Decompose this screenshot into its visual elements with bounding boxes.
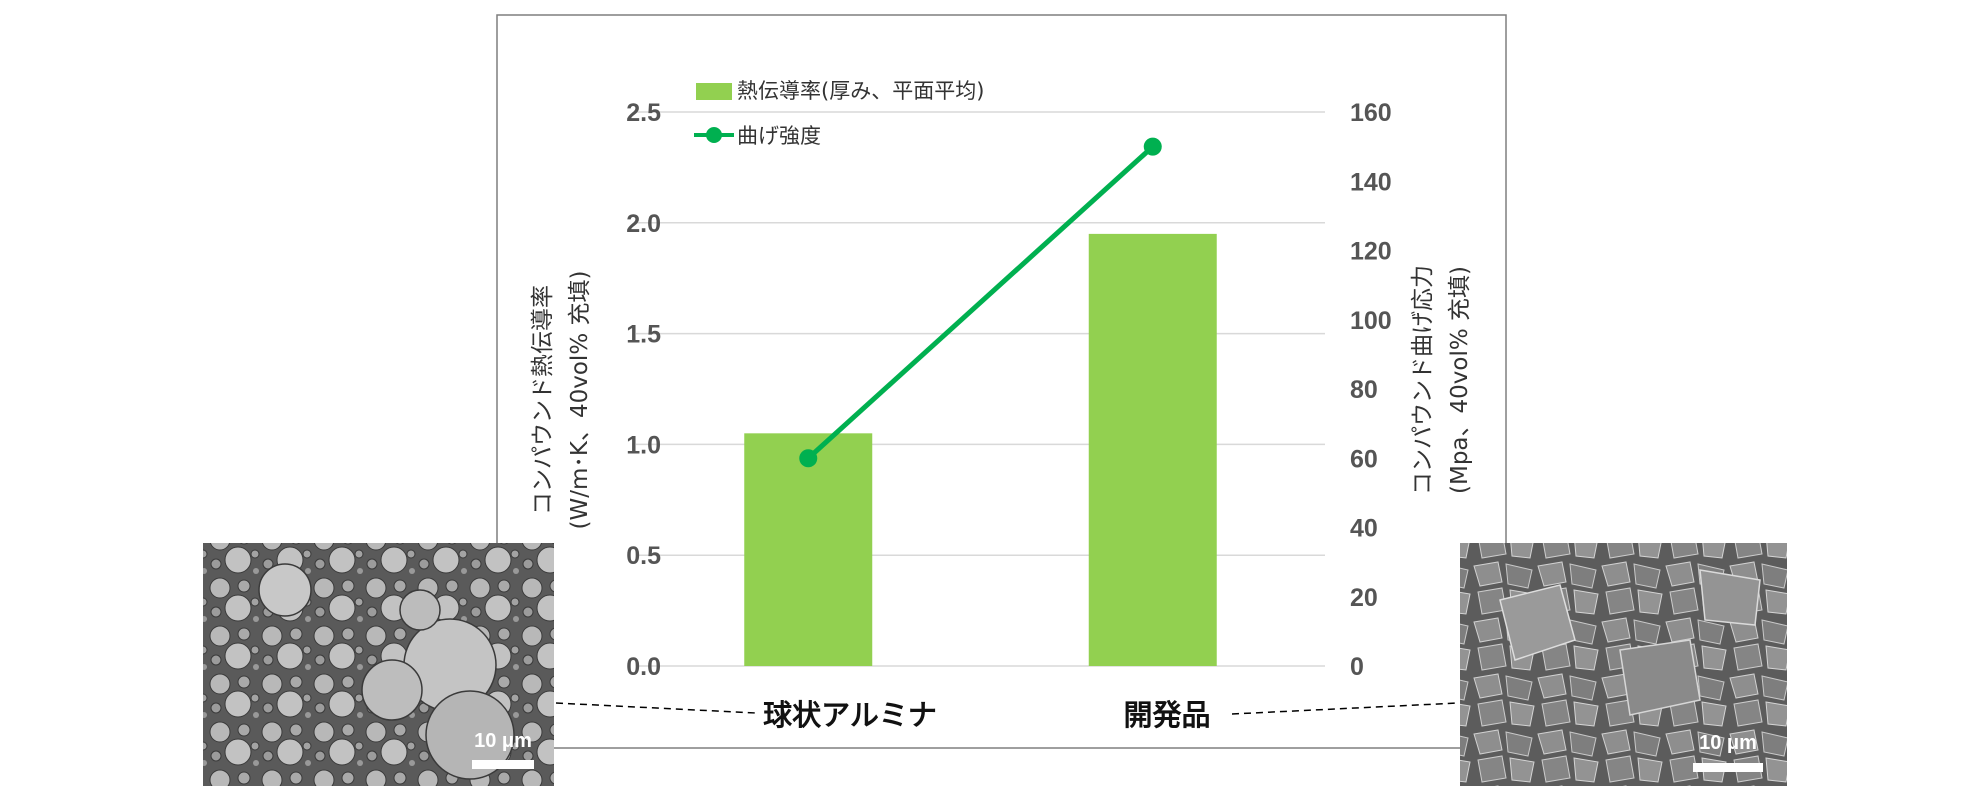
line-point <box>799 449 818 468</box>
right-tick-label: 60 <box>1350 445 1378 473</box>
bar <box>744 433 873 666</box>
left-tick-label: 2.5 <box>626 99 661 127</box>
left-tick-label: 1.5 <box>626 321 661 349</box>
bar <box>1088 233 1217 666</box>
bar-series <box>744 233 1217 666</box>
right-tick-label: 20 <box>1350 584 1378 612</box>
left-axis-title-line2: (W/m･K、40vol% 充填) <box>567 271 593 530</box>
category-label-developed-product: 開発品 <box>1123 698 1210 732</box>
left-tick-label: 1.0 <box>626 431 661 459</box>
sem-image-spherical-alumina: 10 μm <box>203 543 554 786</box>
leader-line-right <box>1231 702 1459 715</box>
left-tick-label: 0.5 <box>626 542 661 570</box>
sem-image-developed-product: 10 μm <box>1460 543 1787 786</box>
right-tick-label: 40 <box>1350 515 1378 543</box>
right-tick-label: 0 <box>1350 653 1364 681</box>
chart-frame <box>496 14 1507 749</box>
scale-bar-right <box>1693 763 1763 772</box>
left-axis-title: コンパウンド熱伝導率 (W/m･K、40vol% 充填) <box>530 271 593 530</box>
right-axis-title-line2: (Mpa、40vol% 充填) <box>1447 266 1473 494</box>
right-tick-label: 160 <box>1350 99 1392 127</box>
right-axis-ticks: 0 20 40 60 80 100 120 140 160 <box>1350 99 1392 681</box>
legend: 熱伝導率(厚み、平面平均) 曲げ強度 <box>694 79 984 148</box>
left-tick-label: 0.0 <box>626 653 661 681</box>
leader-line-left <box>555 702 757 714</box>
right-axis-title: コンパウンド曲げ応力 (Mpa、40vol% 充填) <box>1410 265 1473 495</box>
scale-label-right: 10 μm <box>1699 732 1757 754</box>
line-path <box>806 144 1155 461</box>
legend-bar-swatch <box>696 83 732 100</box>
category-label-spherical-alumina: 球状アルミナ <box>763 698 937 732</box>
right-tick-label: 100 <box>1350 307 1392 335</box>
left-axis-ticks: 0.0 0.5 1.0 1.5 2.0 2.5 <box>626 99 661 681</box>
right-tick-label: 120 <box>1350 238 1392 266</box>
left-axis-title-line1: コンパウンド熱伝導率 <box>530 285 556 515</box>
right-tick-label: 140 <box>1350 168 1392 196</box>
left-tick-label: 2.0 <box>626 210 661 238</box>
right-tick-label: 80 <box>1350 376 1378 404</box>
scale-label-left: 10 μm <box>474 730 532 752</box>
line-series <box>799 137 1162 468</box>
line-point <box>1143 137 1162 156</box>
legend-line-marker <box>706 127 722 143</box>
legend-line-label: 曲げ強度 <box>737 124 821 148</box>
scale-bar-left <box>472 760 534 769</box>
right-axis-title-line1: コンパウンド曲げ応力 <box>1410 265 1436 495</box>
legend-bar-label: 熱伝導率(厚み、平面平均) <box>737 79 984 103</box>
